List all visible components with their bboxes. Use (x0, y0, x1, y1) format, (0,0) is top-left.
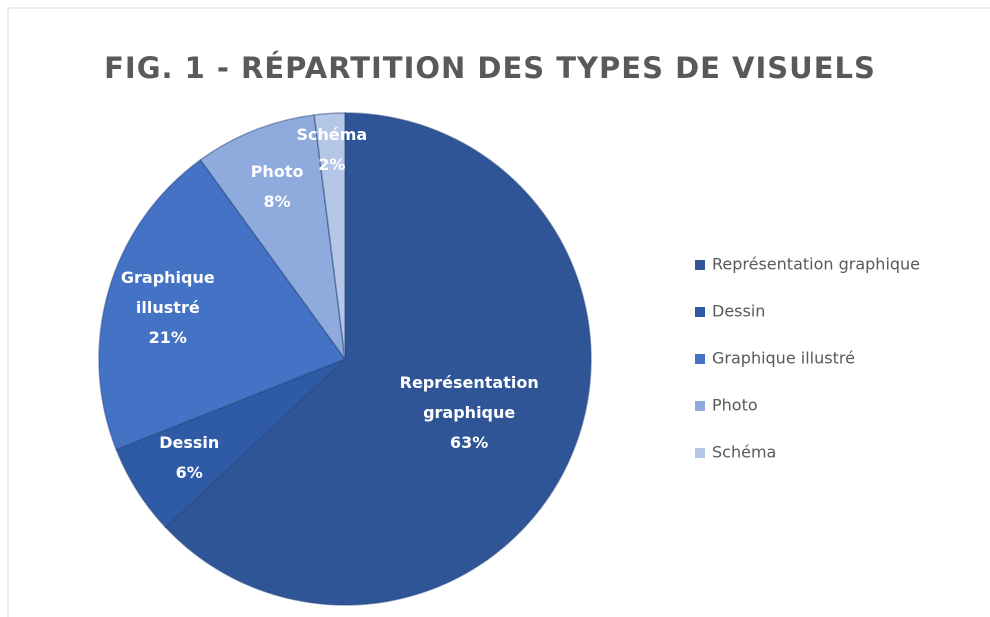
data-label-name: Représentation graphique (399, 372, 539, 422)
pie-slice (98, 158, 347, 451)
legend-swatch (695, 354, 705, 364)
legend-text: Graphique illustré (712, 349, 855, 368)
data-label-value: 63% (450, 432, 489, 452)
legend-text: Représentation graphique (712, 255, 920, 274)
legend-text: Dessin (712, 302, 765, 321)
chart-title: FIG. 1 - RÉPARTITION DES TYPES DE VISUEL… (104, 51, 876, 85)
data-label-value: 2% (318, 155, 346, 175)
data-label: Représentation graphique 63% (394, 368, 544, 458)
data-label: Graphique illustré 21% (93, 263, 243, 353)
data-label-value: 21% (148, 327, 187, 347)
data-label-value: 6% (175, 462, 203, 482)
data-label-name: Dessin (159, 432, 220, 452)
pie-slice (164, 112, 592, 606)
data-label-name: Schéma (296, 125, 368, 145)
legend-swatch (695, 448, 705, 458)
legend-swatch (695, 260, 705, 270)
legend-text: Photo (712, 396, 758, 415)
data-label-value: 8% (263, 192, 291, 212)
legend-swatch (695, 401, 705, 411)
data-label-name: Graphique illustré (120, 267, 215, 317)
data-label-name: Photo (250, 162, 304, 182)
legend-swatch (695, 307, 705, 317)
data-label: Photo 8% (202, 157, 352, 217)
data-label: Schéma 2% (257, 120, 407, 180)
legend-text: Schéma (712, 443, 776, 462)
data-label: Dessin 6% (114, 428, 264, 488)
pie-slice (313, 112, 346, 360)
pie-slice (199, 114, 346, 360)
